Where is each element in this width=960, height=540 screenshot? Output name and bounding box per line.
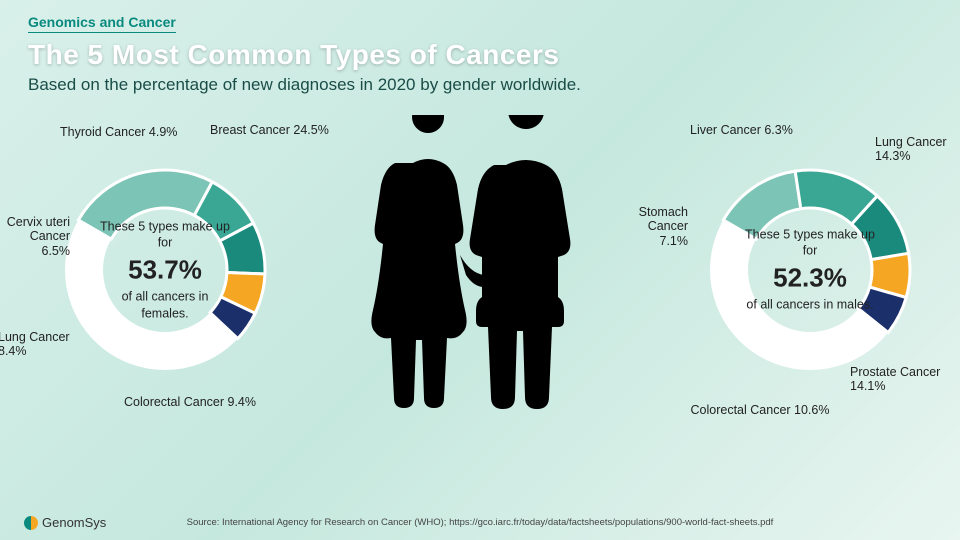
- female-center-suffix: of all cancers in females.: [122, 290, 209, 320]
- male-label-colorectal: Colorectal Cancer 10.6%: [680, 403, 840, 417]
- header: Genomics and Cancer The 5 Most Common Ty…: [0, 0, 960, 95]
- kicker: Genomics and Cancer: [28, 14, 176, 33]
- stage: These 5 types make up for 53.7% of all c…: [0, 105, 960, 505]
- female-label-cervix: Cervix uteri Cancer 6.5%: [0, 215, 70, 258]
- male-center-prefix: These 5 types make up for: [745, 228, 875, 258]
- male-center: These 5 types make up for 52.3% of all c…: [745, 227, 875, 314]
- male-center-suffix: of all cancers in males.: [746, 298, 873, 312]
- female-label-thyroid: Thyroid Cancer 4.9%: [60, 125, 220, 139]
- male-label-stomach: Stomach Cancer 7.1%: [608, 205, 688, 248]
- male-label-liver: Liver Cancer 6.3%: [690, 123, 830, 137]
- page-title: The 5 Most Common Types of Cancers: [28, 39, 932, 71]
- female-label-colorectal: Colorectal Cancer 9.4%: [110, 395, 270, 409]
- male-label-lung: Lung Cancer 14.3%: [875, 135, 960, 164]
- silhouettes: [340, 115, 620, 445]
- source-line: Source: International Agency for Researc…: [0, 517, 960, 528]
- male-label-prostate: Prostate Cancer 14.1%: [850, 365, 960, 394]
- people-icon: [340, 115, 620, 445]
- female-label-breast: Breast Cancer 24.5%: [210, 123, 340, 137]
- female-center: These 5 types make up for 53.7% of all c…: [100, 219, 230, 322]
- male-donut: These 5 types make up for 52.3% of all c…: [700, 160, 920, 380]
- female-donut: These 5 types make up for 53.7% of all c…: [55, 160, 275, 380]
- female-label-lung: Lung Cancer 8.4%: [0, 330, 88, 359]
- female-center-pct: 53.7%: [100, 253, 230, 287]
- female-center-prefix: These 5 types make up for: [100, 220, 230, 250]
- page-subtitle: Based on the percentage of new diagnoses…: [28, 75, 932, 95]
- male-center-pct: 52.3%: [745, 261, 875, 295]
